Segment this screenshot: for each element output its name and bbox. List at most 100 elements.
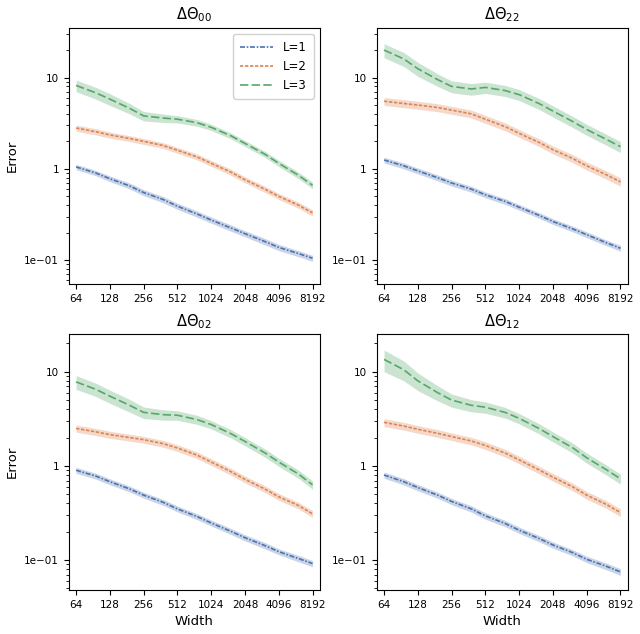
L=2	[434, 429, 442, 437]
L=1	[275, 548, 283, 555]
L=1	[159, 498, 167, 506]
L=1	[72, 163, 80, 171]
L=3	[261, 449, 269, 456]
L=3	[207, 421, 215, 429]
L=3	[569, 118, 577, 126]
L=1	[616, 568, 624, 576]
L=3	[616, 143, 624, 150]
L=2	[414, 101, 422, 109]
Line: L=3: L=3	[76, 86, 312, 185]
L=2	[603, 171, 611, 179]
L=3	[535, 100, 543, 107]
L=2	[414, 425, 422, 433]
L=3	[583, 454, 591, 462]
L=3	[140, 112, 147, 120]
L=2	[535, 139, 543, 146]
L=3	[241, 139, 249, 147]
L=1	[275, 243, 283, 251]
Title: $\Delta\Theta_{02}$: $\Delta\Theta_{02}$	[177, 312, 212, 330]
L=2	[241, 176, 249, 183]
L=2	[126, 134, 134, 142]
L=2	[308, 510, 316, 517]
L=3	[308, 481, 316, 489]
L=1	[193, 513, 201, 521]
L=3	[583, 126, 591, 133]
L=2	[569, 483, 577, 491]
L=1	[515, 204, 523, 211]
L=3	[400, 55, 408, 63]
Line: L=2: L=2	[384, 101, 620, 182]
L=3	[515, 91, 523, 98]
L=2	[380, 98, 388, 105]
L=2	[193, 153, 201, 161]
L=2	[501, 450, 509, 457]
L=3	[501, 87, 509, 94]
L=1	[603, 562, 611, 570]
L=1	[400, 478, 408, 486]
L=3	[126, 105, 134, 112]
L=3	[275, 160, 283, 167]
L=1	[380, 471, 388, 479]
Title: $\Delta\Theta_{00}$: $\Delta\Theta_{00}$	[176, 6, 212, 24]
L=3	[414, 377, 422, 385]
L=3	[308, 181, 316, 189]
L=3	[549, 107, 557, 115]
L=1	[241, 230, 249, 238]
L=2	[261, 185, 269, 193]
L=2	[515, 129, 523, 137]
L=3	[275, 458, 283, 466]
L=1	[241, 534, 249, 541]
L=3	[193, 416, 201, 424]
L=3	[106, 95, 114, 103]
X-axis label: Width: Width	[175, 616, 214, 628]
X-axis label: Width: Width	[483, 616, 522, 628]
L=3	[515, 415, 523, 422]
L=2	[569, 155, 577, 162]
L=2	[535, 466, 543, 474]
L=3	[380, 46, 388, 54]
L=3	[481, 84, 489, 91]
L=1	[380, 156, 388, 164]
L=1	[400, 162, 408, 170]
L=1	[227, 527, 235, 535]
L=2	[400, 422, 408, 430]
L=2	[400, 100, 408, 107]
L=3	[414, 65, 422, 72]
L=1	[414, 484, 422, 491]
L=1	[294, 250, 302, 257]
Y-axis label: Error: Error	[6, 139, 19, 172]
L=1	[467, 185, 475, 193]
L=3	[467, 85, 475, 93]
L=3	[92, 385, 100, 393]
Y-axis label: Error: Error	[6, 446, 19, 479]
L=1	[501, 198, 509, 205]
L=1	[308, 254, 316, 262]
Line: L=1: L=1	[76, 470, 312, 564]
L=2	[515, 456, 523, 463]
L=3	[603, 136, 611, 143]
L=2	[106, 430, 114, 438]
Line: L=2: L=2	[76, 429, 312, 514]
L=3	[501, 408, 509, 416]
Line: L=1: L=1	[76, 167, 312, 258]
L=1	[126, 485, 134, 493]
L=1	[583, 555, 591, 563]
L=3	[380, 356, 388, 363]
L=3	[467, 401, 475, 409]
L=2	[380, 418, 388, 426]
L=1	[481, 191, 489, 198]
Line: L=2: L=2	[76, 128, 312, 213]
L=2	[275, 193, 283, 200]
L=1	[434, 174, 442, 181]
L=1	[207, 519, 215, 527]
L=2	[227, 468, 235, 476]
L=1	[535, 212, 543, 219]
L=2	[467, 437, 475, 445]
L=2	[193, 451, 201, 459]
L=3	[261, 150, 269, 158]
L=2	[294, 202, 302, 209]
L=1	[207, 216, 215, 224]
L=1	[535, 534, 543, 542]
L=2	[467, 110, 475, 118]
Line: L=3: L=3	[76, 382, 312, 485]
